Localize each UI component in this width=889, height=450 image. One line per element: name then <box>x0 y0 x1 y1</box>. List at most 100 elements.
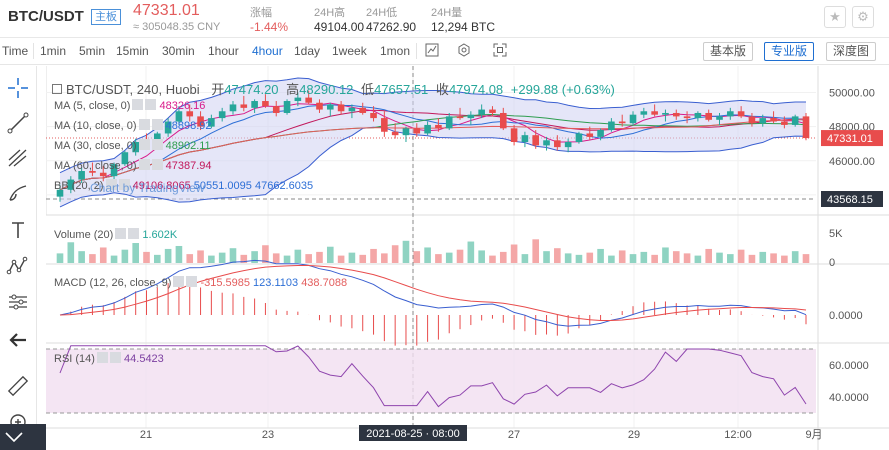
pattern-icon[interactable] <box>6 254 30 278</box>
settings-icon[interactable] <box>96 352 108 363</box>
volume-bar <box>175 245 183 263</box>
crosshair-time-tag: 2021-08-25 · 08:00 <box>366 428 460 440</box>
volume-bar <box>370 248 377 263</box>
price-axis: 50000.0048000.0046000.0044000.0047331.01… <box>821 87 883 404</box>
volume-bar <box>78 251 85 263</box>
candle-body <box>618 121 626 124</box>
volume-bar <box>521 254 529 263</box>
close-icon[interactable] <box>128 228 140 239</box>
volume-legend: Volume (20) 1.602K <box>54 228 178 241</box>
tf-5min[interactable]: 5min <box>79 44 106 58</box>
pro-version-button[interactable]: 专业版 <box>764 42 815 61</box>
tf-time[interactable]: Time <box>2 44 29 58</box>
settings-icon[interactable] <box>173 276 185 287</box>
tf-30min[interactable]: 30min <box>162 44 195 58</box>
volume-bar <box>445 252 453 263</box>
candle-body <box>737 111 745 117</box>
volume-bar <box>694 255 702 263</box>
volume-bar <box>499 251 507 263</box>
tf-1day[interactable]: 1day <box>294 44 321 58</box>
candle-body <box>391 131 399 136</box>
pair-symbol[interactable]: BTC/USDT <box>8 8 84 25</box>
timeframe-toolbar: Time 1min 5min 15min 30min 1hour 4hour 1… <box>0 38 889 65</box>
tf-1min[interactable]: 1min <box>40 44 67 58</box>
volume-bar <box>727 254 734 263</box>
tf-4hour[interactable]: 4hour <box>252 44 283 58</box>
trendline-icon[interactable] <box>6 111 30 135</box>
crosshair-price-tag-bg <box>821 191 883 207</box>
volume-bar <box>510 244 518 263</box>
volume-bar <box>337 255 345 263</box>
collapse-panel-button[interactable] <box>0 424 46 450</box>
high-label: 24H高 <box>314 7 346 19</box>
indicator-icon[interactable] <box>424 43 440 60</box>
basic-version-button[interactable]: 基本版 <box>703 42 754 61</box>
fib-icon[interactable] <box>6 146 30 170</box>
volume-bars <box>56 239 810 263</box>
settings-icon[interactable] <box>456 43 472 60</box>
volume-bar <box>781 255 788 263</box>
close-icon[interactable] <box>151 139 163 150</box>
volume-bar <box>186 254 194 263</box>
volume-bar <box>56 253 64 263</box>
close-label: 收 <box>435 82 449 97</box>
crosshair-price-tag: 43568.15 <box>827 194 873 206</box>
volume-bar <box>759 251 767 263</box>
candle-body <box>78 171 85 180</box>
low-label: 24H低 <box>366 7 398 19</box>
settings-icon[interactable] <box>138 159 150 170</box>
candle-body <box>781 121 788 125</box>
rsi-pane <box>46 345 816 414</box>
price-chart[interactable]: 50000.0048000.0046000.0044000.0047331.01… <box>46 66 889 450</box>
back-arrow-icon[interactable] <box>6 328 30 352</box>
settings-icon[interactable] <box>138 119 150 130</box>
moving-average-lines <box>59 77 807 208</box>
crosshair-icon[interactable] <box>6 76 30 100</box>
tf-1week[interactable]: 1week <box>332 44 367 58</box>
tf-15min[interactable]: 15min <box>116 44 149 58</box>
settings-icon[interactable] <box>132 99 144 110</box>
close-icon[interactable] <box>118 179 130 190</box>
volume-bar <box>586 252 594 263</box>
drawing-toolbar <box>0 66 46 450</box>
close-icon[interactable] <box>186 276 198 287</box>
cny-price: ≈ 305048.35 CNY <box>133 21 221 33</box>
settings-icon[interactable] <box>105 179 117 190</box>
fullscreen-icon[interactable] <box>492 43 508 60</box>
ruler-icon[interactable] <box>6 374 30 398</box>
tf-1hour[interactable]: 1hour <box>208 44 239 58</box>
close-icon[interactable] <box>151 159 163 170</box>
volume-bar <box>121 249 129 263</box>
close-icon[interactable] <box>145 99 157 110</box>
collapse-legend-icon[interactable] <box>52 84 62 94</box>
ma60-legend: MA (60, close, 0) 47387.94 <box>54 159 212 172</box>
volume-tick: 0 <box>829 257 835 269</box>
volume-bar <box>359 254 367 263</box>
volume-bar <box>99 247 107 263</box>
close-icon[interactable] <box>151 119 163 130</box>
volume-bar <box>326 246 334 263</box>
bollinger-upper-line <box>59 77 806 174</box>
measure-icon[interactable] <box>6 290 30 314</box>
depth-chart-button[interactable]: 深度图 <box>826 42 877 61</box>
candle-body <box>532 135 540 146</box>
settings-icon[interactable] <box>115 228 127 239</box>
tf-1mon[interactable]: 1mon <box>380 44 411 58</box>
settings-icon[interactable] <box>138 139 150 150</box>
ticker-header: BTC/USDT 主板 47331.01 ≈ 305048.35 CNY 涨幅 … <box>0 0 889 38</box>
candle-body <box>381 118 388 132</box>
volume-bar <box>381 253 388 263</box>
volume-bar <box>705 248 712 263</box>
candle-body <box>208 118 215 127</box>
candle-body <box>272 106 280 113</box>
candle-body <box>640 111 648 115</box>
volume-bar <box>208 255 215 263</box>
time-tick: 23 <box>262 429 274 441</box>
gear-icon[interactable]: ⚙ <box>852 6 874 28</box>
text-icon[interactable] <box>6 218 30 242</box>
brush-icon[interactable] <box>6 181 30 205</box>
volume-bar <box>802 254 810 263</box>
star-icon[interactable]: ★ <box>824 6 846 28</box>
low-value: 47657.51 <box>374 82 429 97</box>
close-icon[interactable] <box>109 352 121 363</box>
